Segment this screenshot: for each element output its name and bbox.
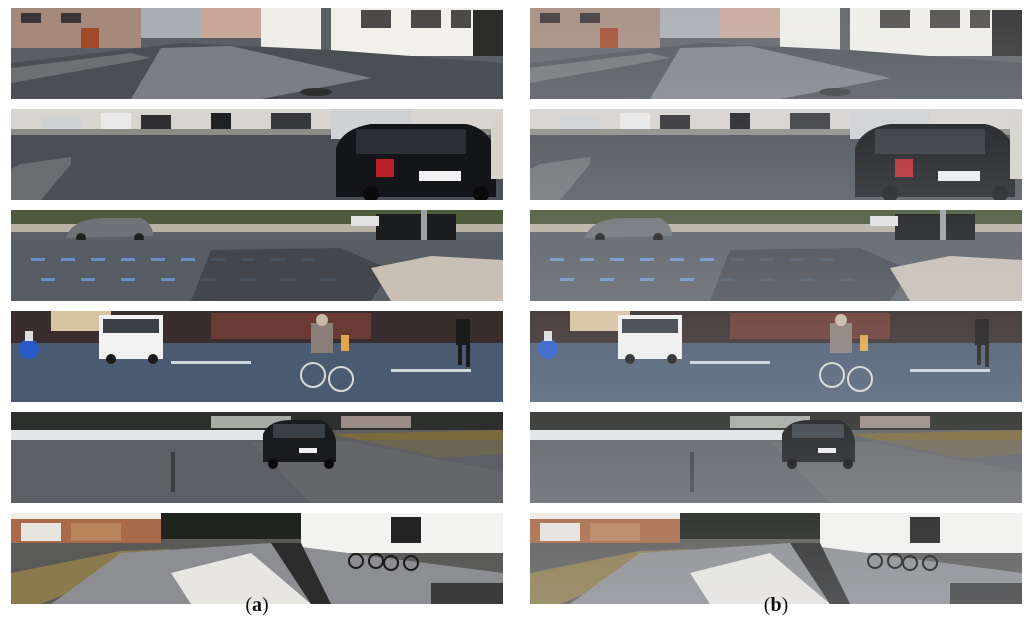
crossroad-with-cars-image — [11, 210, 503, 301]
strip-b-1 — [530, 8, 1022, 99]
strip-a-3 — [11, 210, 503, 301]
strip-a-6 — [11, 513, 503, 604]
parked-black-car-image — [530, 109, 1022, 200]
strip-b-4 — [530, 311, 1022, 402]
strip-b-5 — [530, 412, 1022, 503]
hatchback-on-plaza-image — [11, 412, 503, 503]
sunny-lane-with-bikes-image — [11, 513, 503, 604]
strip-a-5 — [11, 412, 503, 503]
cyclist-and-van-image — [11, 311, 503, 402]
sunny-lane-with-bikes-image — [530, 513, 1022, 604]
crossroad-with-cars-image — [530, 210, 1022, 301]
residential-street-image — [530, 8, 1022, 99]
cyclist-and-van-image — [530, 311, 1022, 402]
strip-a-2 — [11, 109, 503, 200]
strip-b-3 — [530, 210, 1022, 301]
panel-b-column — [530, 8, 1022, 614]
hatchback-on-plaza-image — [530, 412, 1022, 503]
panel-a-caption: (a) — [245, 594, 269, 616]
residential-street-image — [11, 8, 503, 99]
strip-a-4 — [11, 311, 503, 402]
panel-b-label: b — [770, 594, 782, 616]
panel-a-label: a — [252, 594, 262, 616]
strip-a-1 — [11, 8, 503, 99]
parked-black-car-image — [11, 109, 503, 200]
strip-b-2 — [530, 109, 1022, 200]
strip-b-6 — [530, 513, 1022, 604]
panel-b-caption: (b) — [763, 594, 789, 616]
panel-a-column — [11, 8, 503, 614]
